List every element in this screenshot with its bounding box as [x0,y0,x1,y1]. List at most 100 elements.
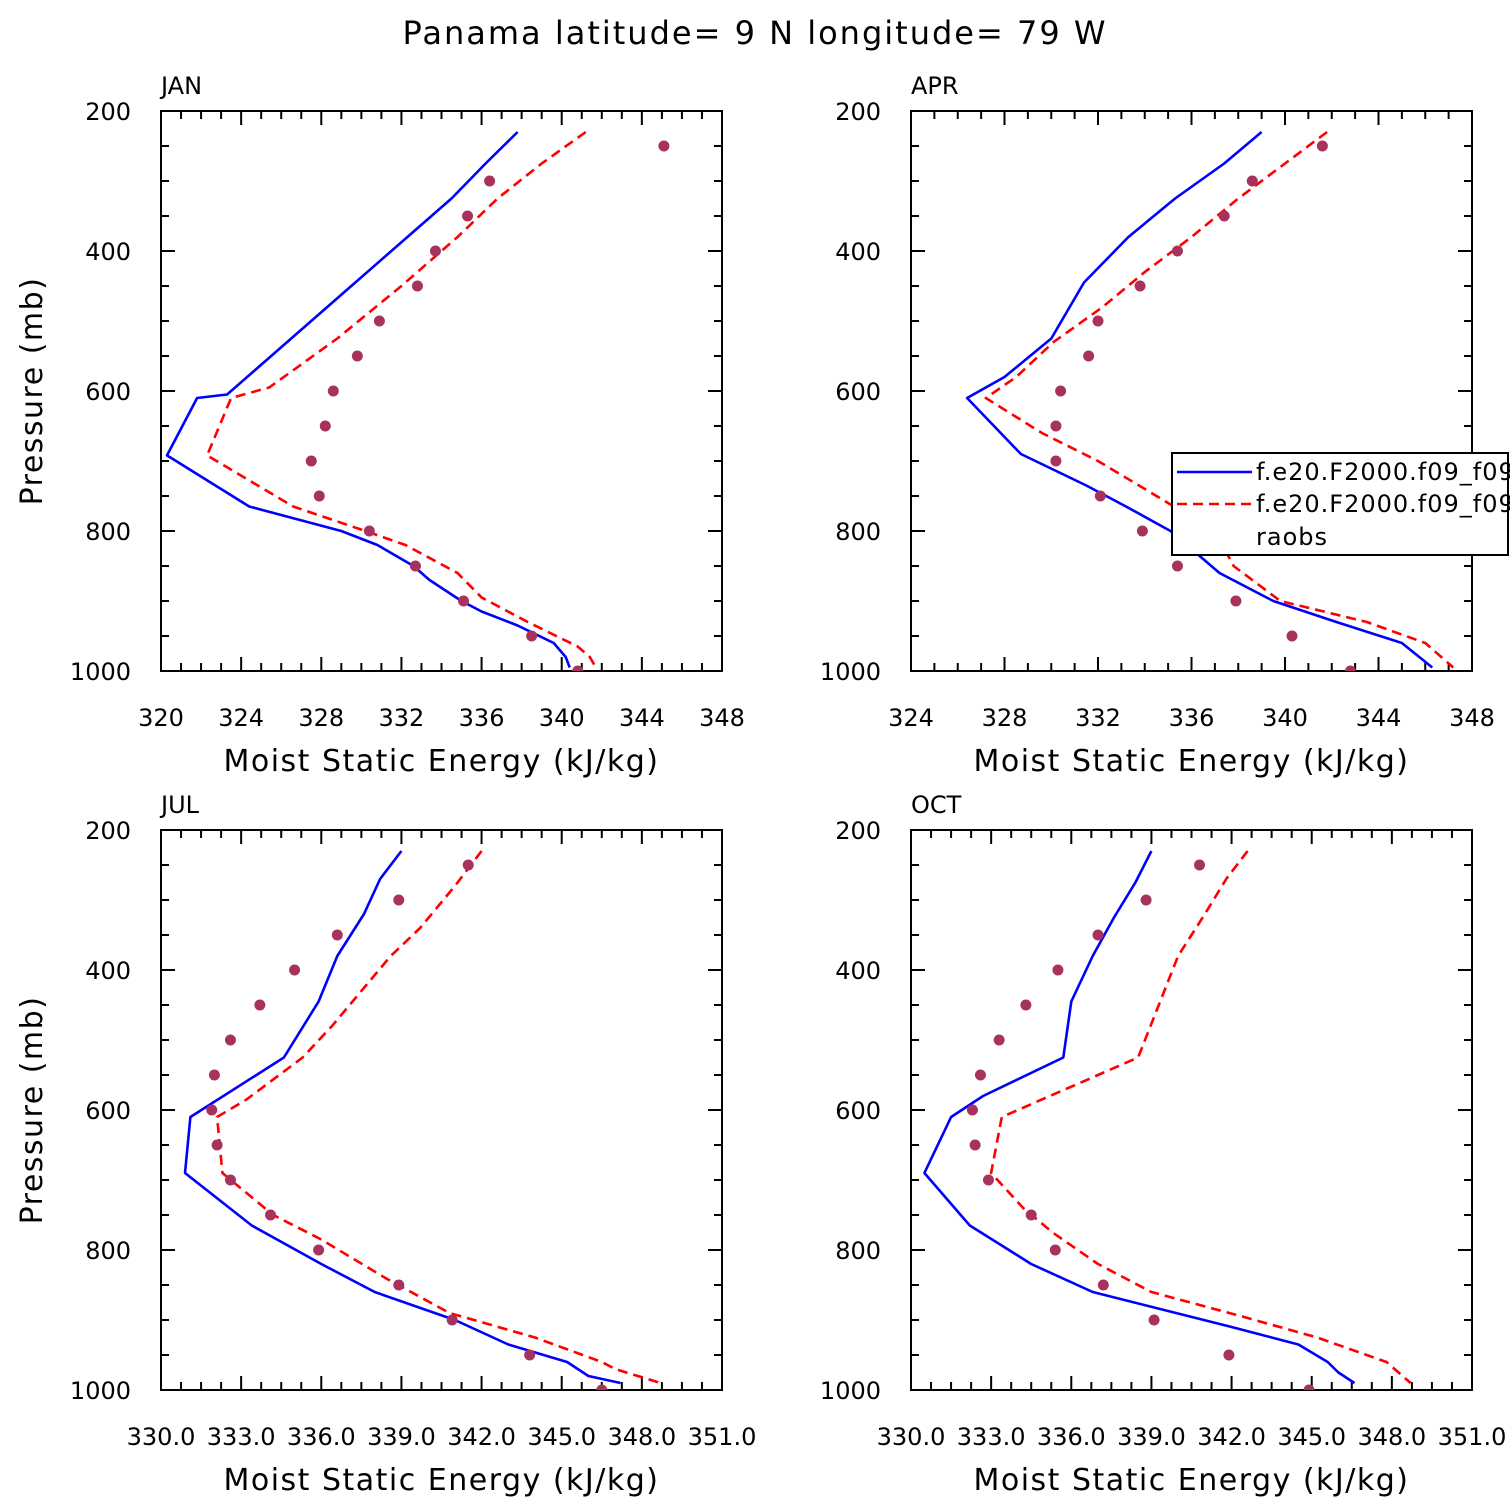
x-tick-label: 339.0 [1117,1423,1186,1451]
x-tick-label: 342.0 [1197,1423,1266,1451]
x-tick-label: 348 [1449,704,1495,732]
x-tick-label: 332 [379,704,425,732]
x-tick-label: 330.0 [127,1423,196,1451]
raobs-marker [429,245,441,257]
raobs-marker [224,1034,236,1046]
raobs-marker [224,1174,236,1186]
raobs-marker [393,1279,405,1291]
raobs-marker [1218,210,1230,222]
raobs-marker [524,1349,536,1361]
y-tick-label: 600 [85,378,131,406]
y-tick-label: 200 [85,98,131,126]
y-tick-label: 800 [85,1237,131,1265]
x-tick-label: 342.0 [447,1423,516,1451]
raobs-marker [1020,999,1032,1011]
plot-data [183,850,661,1390]
raobs-marker [1344,665,1356,671]
x-tick-label: 348.0 [1357,1423,1426,1451]
y-tick-label: 600 [835,1097,881,1125]
panel-label: OCT [911,791,962,819]
raobs-marker [993,1034,1005,1046]
plot-frame [160,829,723,1391]
x-tick-label: 330.0 [877,1423,946,1451]
y-tick-label: 800 [85,518,131,546]
y-tick-label: 400 [85,238,131,266]
raobs-marker [1140,894,1152,906]
model-solid-line [923,850,1356,1385]
raobs-marker [409,560,421,572]
raobs-marker [393,894,405,906]
raobs-marker [1223,1349,1235,1361]
raobs-marker [1136,525,1148,537]
x-tick-label: 328 [982,704,1028,732]
raobs-marker [363,525,375,537]
raobs-marker [313,490,325,502]
x-tick-label: 324 [888,704,934,732]
raobs-marker [974,1069,986,1081]
raobs-marker [1050,455,1062,467]
raobs-marker [966,1104,978,1116]
raobs-marker [313,1244,325,1256]
x-tick-label: 345.0 [1277,1423,1346,1451]
panel-label: APR [911,72,959,100]
y-tick-label: 600 [85,1097,131,1125]
raobs-marker [319,420,331,432]
x-tick-label: 336.0 [1037,1423,1106,1451]
raobs-marker [1230,595,1242,607]
x-axis-label: Moist Static Energy (kJ/kg) [973,1463,1409,1498]
y-tick-label: 800 [835,1237,881,1265]
raobs-marker [458,595,470,607]
panel-label: JAN [159,72,202,100]
raobs-marker [1303,1384,1315,1390]
y-tick-label: 1000 [820,658,881,686]
y-tick-label: 200 [835,817,881,845]
x-tick-label: 340 [539,704,585,732]
raobs-marker [327,385,339,397]
x-tick-label: 333.0 [957,1423,1026,1451]
y-axis-label: Pressure (mb) [15,277,50,506]
raobs-marker [1134,280,1146,292]
legend: f.e20.F2000.f09_f09 f.e20.F2000.f09_f09ra… [1171,452,1510,556]
x-tick-label: 336 [1169,704,1215,732]
plot-data [923,850,1412,1390]
x-tick-label: 345.0 [527,1423,596,1451]
x-tick-label: 324 [218,704,264,732]
model-dashed-line [984,130,1455,669]
x-tick-label: 339.0 [367,1423,436,1451]
legend-label: f.e20.F2000.f09_f09 [1256,490,1510,518]
raobs-marker [1083,350,1095,362]
panel-label: JUL [159,791,200,819]
panel-oct: OCT 200 400 600 800 1000 330.0 333.0 336.0 339.0 3… [820,791,1506,1498]
x-tick-label: 333.0 [207,1423,276,1451]
raobs-marker [462,210,474,222]
raobs-marker [1092,929,1104,941]
y-tick-label: 400 [85,957,131,985]
x-tick-label: 348.0 [607,1423,676,1451]
x-tick-label: 348 [699,704,745,732]
y-axis-label: Pressure (mb) [15,996,50,1225]
raobs-marker [982,1174,994,1186]
raobs-marker [969,1139,981,1151]
raobs-marker [1052,964,1064,976]
y-tick-label: 1000 [70,658,131,686]
x-tick-label: 328 [298,704,344,732]
x-tick-label: 351.0 [1438,1423,1507,1451]
x-axis-label: Moist Static Energy (kJ/kg) [223,1463,659,1498]
model-solid-line [183,850,621,1385]
raobs-marker [206,1104,218,1116]
raobs-marker [1097,1279,1109,1291]
raobs-marker [1092,315,1104,327]
raobs-marker [1194,859,1206,871]
raobs-marker [373,315,385,327]
raobs-marker [305,455,317,467]
x-tick-label: 336.0 [287,1423,356,1451]
x-tick-label: 320 [138,704,184,732]
raobs-marker [1050,420,1062,432]
model-solid-line [965,131,1434,669]
y-tick-label: 400 [835,238,881,266]
y-tick-label: 200 [835,98,881,126]
raobs-marker [1246,175,1258,187]
